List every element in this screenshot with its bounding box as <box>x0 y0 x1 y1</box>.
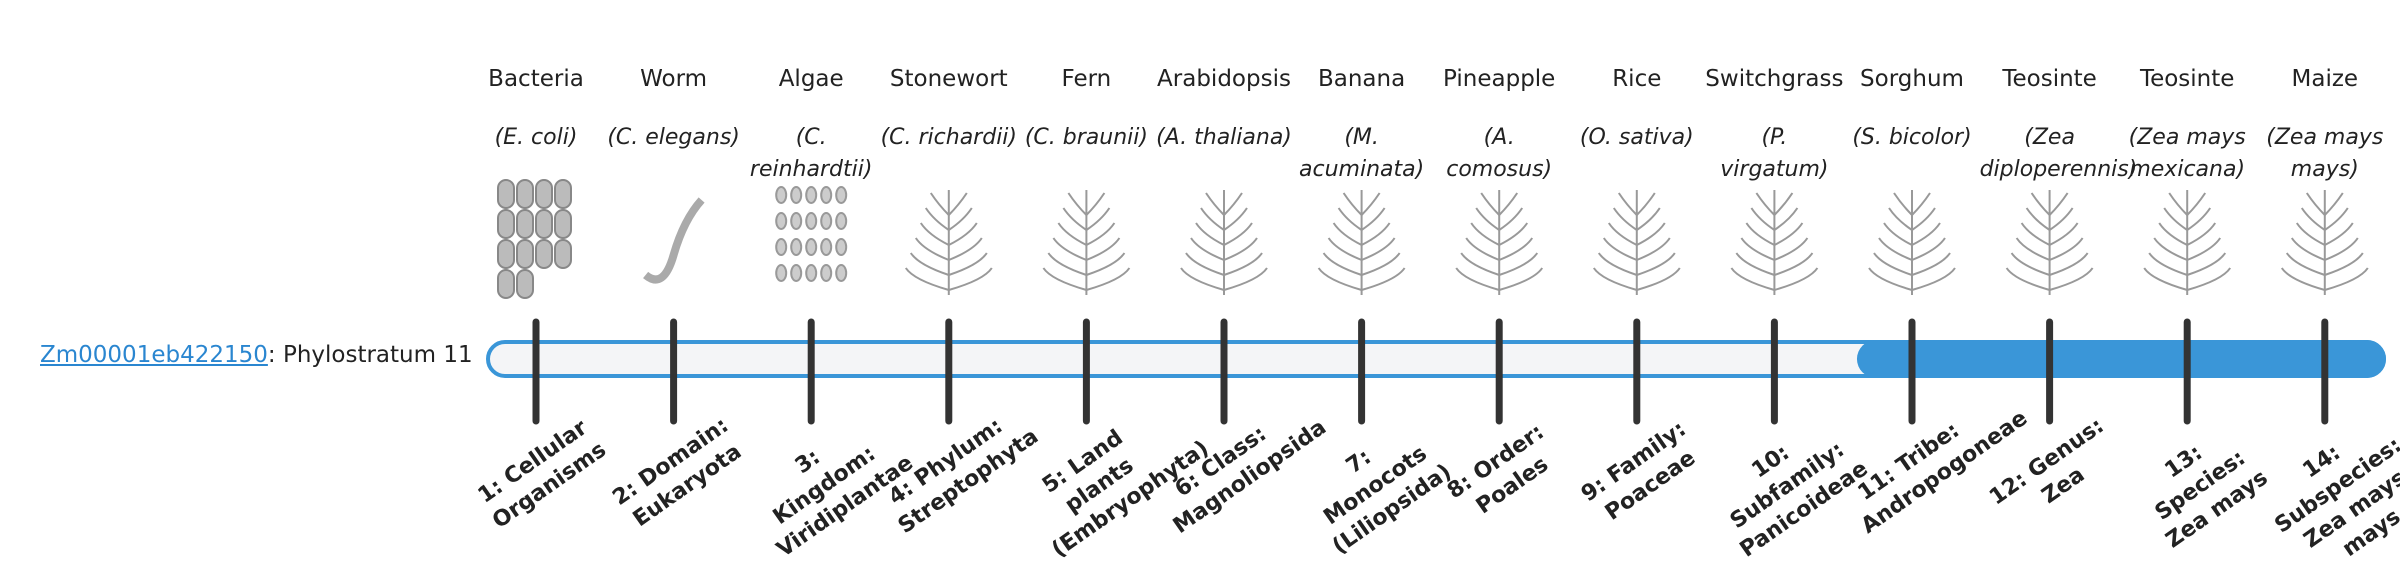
organism-name: Stonewort <box>889 66 1008 92</box>
organism-name: Fern <box>1061 66 1112 92</box>
phylostratum-text: : Phylostratum 11 <box>267 342 473 368</box>
organism-species: (C. reinhardtii) <box>749 125 873 182</box>
organism-name: Algae <box>778 66 844 92</box>
organism-illustration <box>497 179 572 299</box>
organism-species: (E. coli) <box>494 125 578 150</box>
organism-illustration <box>1042 190 1131 295</box>
gene-label: Zm00001eb422150: Phylostratum 11 <box>40 342 473 368</box>
gene-link[interactable]: Zm00001eb422150 <box>40 342 268 368</box>
organism-illustration <box>1868 190 1956 295</box>
organism-illustration <box>904 190 993 295</box>
organism-species: (C. elegans) <box>607 125 740 150</box>
organism-species: (M. acuminata) <box>1299 125 1425 182</box>
organism-species: (C. richardii) <box>880 125 1018 150</box>
organism-species: (O. sativa) <box>1579 125 1694 150</box>
timeline-fill <box>1856 340 2386 378</box>
organism-name: Switchgrass <box>1705 66 1844 92</box>
organism-species: (C. braunii) <box>1024 125 1148 150</box>
organism-illustration <box>2280 190 2369 295</box>
organism-species: (A. comosus) <box>1446 125 1553 182</box>
organism-name: Pineapple <box>1443 66 1556 92</box>
organism-illustration <box>1180 190 1268 295</box>
organism-name: Rice <box>1612 66 1662 92</box>
organism-name: Worm <box>640 66 708 92</box>
organism-name: Sorghum <box>1860 66 1964 92</box>
organism-illustration <box>1730 190 1819 295</box>
organism-illustration <box>2143 190 2232 295</box>
organism-name: Teosinte <box>2002 66 2097 92</box>
organism-species: (Zea diploperennis) <box>1979 125 2138 182</box>
organism-species: (P. virgatum) <box>1720 125 1829 182</box>
organism-species: (S. bicolor) <box>1852 125 1972 150</box>
organism-illustration <box>1592 190 1681 295</box>
organism-species: (A. thaliana) <box>1156 125 1292 150</box>
organism-name: Arabidopsis <box>1157 66 1291 92</box>
organism-name: Bacteria <box>488 66 584 92</box>
organism-illustration <box>1455 190 1544 295</box>
organism-name: Banana <box>1317 66 1406 92</box>
organism-name: Teosinte <box>2139 66 2235 92</box>
organism-illustration <box>1317 190 1406 295</box>
organism-name: Maize <box>2291 66 2359 92</box>
organism-species: (Zea mays mays) <box>2266 125 2384 182</box>
organism-illustration <box>643 197 705 284</box>
organism-species: (Zea mays mexicana) <box>2128 125 2246 182</box>
organism-illustration <box>2005 190 2094 295</box>
organism-illustration <box>775 186 848 282</box>
